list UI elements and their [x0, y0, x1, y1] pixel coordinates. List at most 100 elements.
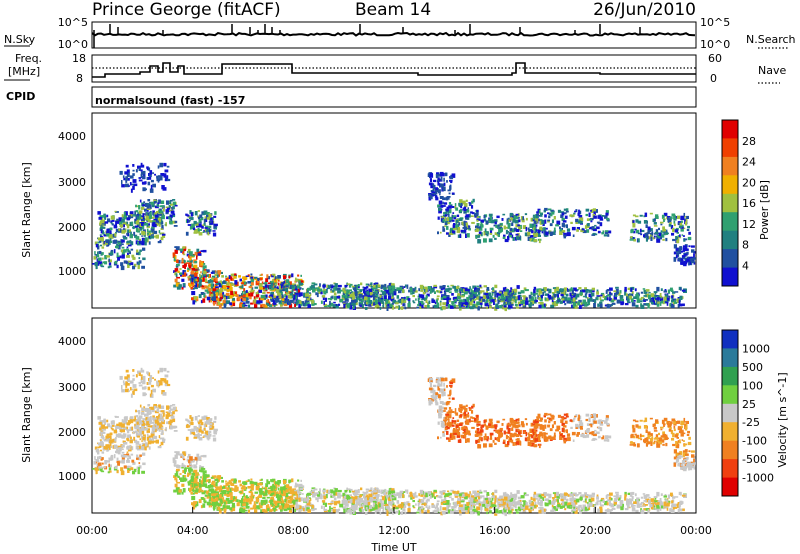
velocity-cell: [188, 467, 192, 472]
velocity-cell: [231, 507, 236, 512]
velocity-cell: [121, 419, 124, 423]
power-cell: [206, 217, 211, 220]
power-cell: [152, 222, 156, 225]
power-cell: [497, 293, 502, 296]
power-cell: [536, 288, 540, 293]
power-cell: [123, 215, 127, 220]
power-cell: [140, 169, 143, 172]
velocity-cell: [260, 478, 263, 481]
power-cell: [125, 176, 128, 181]
power-cell: [216, 274, 219, 278]
power-cell: [555, 294, 559, 297]
power-cell: [562, 220, 567, 223]
power-cell: [249, 295, 252, 300]
power-cell: [649, 228, 653, 232]
power-cell: [442, 219, 445, 222]
velocity-cell: [330, 495, 334, 498]
power-cell: [515, 236, 520, 240]
power-cell: [360, 282, 363, 286]
power-cell: [222, 285, 227, 290]
power-cell: [315, 287, 320, 290]
power-cell: [129, 175, 134, 179]
velocity-cell: [297, 493, 301, 498]
power-cell: [227, 280, 230, 284]
power-cell: [379, 294, 382, 298]
power-cell: [606, 289, 610, 292]
velocity-cell: [161, 430, 164, 434]
power-cell: [363, 296, 368, 301]
power-cell: [140, 162, 143, 167]
velocity-cell: [172, 411, 175, 415]
power-cell: [453, 223, 456, 227]
power-cell: [255, 300, 260, 304]
power-cell: [465, 199, 468, 202]
power-cell: [390, 297, 393, 302]
velocity-cell: [275, 509, 278, 511]
power-cell: [197, 283, 199, 288]
power-cell: [200, 250, 205, 252]
velocity-cell: [275, 502, 278, 506]
power-cell: [441, 294, 446, 297]
power-cell: [391, 285, 396, 289]
power-cell: [680, 258, 684, 262]
cpid-panel: CPID normalsound (fast) -157: [6, 86, 697, 108]
velocity-cell: [203, 475, 207, 480]
power-cell: [126, 217, 130, 221]
power-cell: [97, 245, 100, 250]
velocity-cell: [264, 492, 268, 496]
velocity-cell: [210, 476, 214, 479]
power-cell: [195, 223, 199, 226]
power-cell: [288, 303, 293, 308]
velocity-cell: [242, 481, 246, 485]
velocity-cell: [246, 498, 249, 503]
velocity-cell: [392, 495, 397, 501]
power-cell: [559, 230, 563, 235]
velocity-cell: [223, 501, 226, 505]
power-cell: [335, 304, 338, 306]
power-cell: [106, 243, 109, 247]
power-cell: [553, 301, 556, 305]
power-colorbar-tick-label: 28: [742, 135, 756, 148]
velocity-cell: [146, 407, 150, 412]
power-cell: [203, 273, 206, 277]
power-cell: [429, 178, 432, 183]
power-cell: [443, 212, 445, 215]
power-cell: [451, 214, 454, 219]
power-cell: [217, 301, 221, 305]
power-cell: [208, 274, 210, 279]
power-cell: [275, 276, 277, 280]
power-cell: [448, 233, 451, 237]
power-cell: [388, 296, 392, 300]
power-cell: [146, 166, 149, 171]
power-cell: [172, 215, 176, 218]
power-cell: [643, 215, 646, 218]
power-cell: [453, 304, 456, 308]
velocity-cell: [207, 437, 210, 441]
power-cell: [532, 218, 535, 220]
velocity-cell: [272, 483, 274, 488]
power-cell: [164, 169, 169, 173]
velocity-cell: [145, 407, 148, 412]
power-cell: [580, 222, 583, 225]
power-cell: [101, 219, 105, 224]
velocity-cell: [210, 504, 213, 508]
velocity-cell: [189, 462, 192, 466]
power-cell: [189, 251, 193, 256]
velocity-cell: [253, 501, 256, 505]
power-cell: [330, 290, 334, 293]
velocity-cell: [264, 509, 268, 513]
power-cell: [653, 297, 656, 299]
power-cell: [99, 262, 103, 266]
power-cell: [255, 291, 259, 295]
power-cell: [148, 241, 151, 245]
velocity-cell: [268, 490, 271, 495]
power-cell: [256, 278, 258, 282]
velocity-cell: [277, 480, 281, 484]
velocity-cell: [183, 488, 186, 492]
velocity-cell: [200, 480, 203, 484]
power-cell: [541, 288, 545, 292]
power-cell: [632, 220, 635, 223]
velocity-cell: [173, 489, 177, 493]
power-cell: [211, 296, 215, 301]
power-cell: [666, 297, 670, 301]
